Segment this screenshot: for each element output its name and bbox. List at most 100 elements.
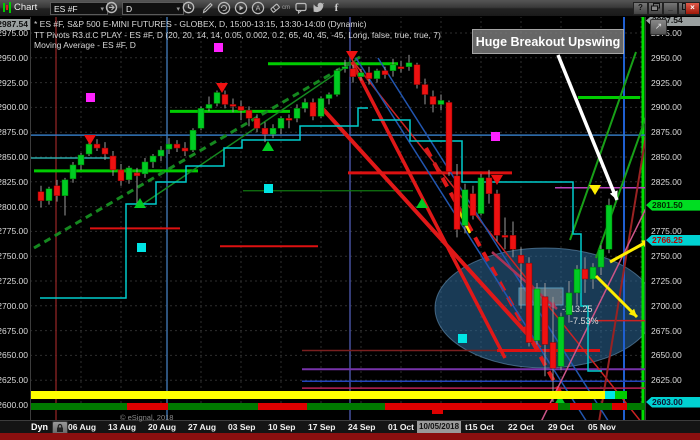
symbol-value: ES #F	[54, 3, 78, 14]
candle-body	[349, 68, 357, 77]
eraser-icon[interactable]	[267, 1, 282, 14]
candle-body	[397, 66, 405, 69]
candle-body	[365, 72, 373, 79]
signal-triangle-down	[491, 175, 503, 185]
arrow-line	[594, 274, 639, 319]
chat-icon[interactable]	[293, 1, 308, 14]
dock-button[interactable]	[648, 2, 663, 15]
price-badge: 2801.50	[646, 199, 700, 211]
candle-body	[205, 104, 213, 109]
candle-body	[533, 288, 541, 341]
candle-body	[341, 66, 349, 69]
right-axis-tick: 2900.00	[651, 102, 682, 113]
right-axis-tick: 2700.00	[651, 300, 682, 311]
candle-body	[197, 108, 205, 129]
close-button[interactable]: ×	[685, 2, 700, 15]
facebook-icon[interactable]: f	[334, 1, 339, 14]
date-label: 17 Sep	[308, 422, 336, 432]
chevron-down-icon: ▾	[100, 5, 104, 13]
candle-body	[557, 316, 565, 367]
trendline	[139, 59, 357, 207]
play-icon[interactable]	[233, 1, 248, 14]
candle-body	[437, 100, 445, 105]
signal-triangle-down	[346, 51, 358, 61]
signal-triangle-down	[589, 185, 601, 195]
window-title: Chart	[14, 2, 38, 13]
trendline	[351, 59, 647, 429]
right-axis-tick: 2825.00	[651, 176, 682, 187]
ribbon-signal-segment	[558, 403, 570, 410]
trendline	[320, 106, 542, 350]
ribbon-signal-segment	[570, 403, 592, 410]
candle-body	[549, 342, 557, 369]
left-axis-tick: 2925.00	[0, 77, 28, 88]
popout-icon[interactable]: ↗	[650, 19, 667, 35]
left-axis-tick: 2975.00	[0, 28, 28, 38]
candle-body	[261, 127, 269, 135]
candle-body	[237, 106, 245, 111]
date-label: 24 Sep	[348, 422, 376, 432]
minimize-button[interactable]: _	[663, 2, 678, 15]
symbol-search-icon[interactable]	[104, 1, 119, 14]
candle-body	[405, 62, 413, 67]
annotation-callout[interactable]: Huge Breakout Upswing	[472, 29, 624, 54]
price-axis-right[interactable]: 2975.002950.002925.002900.002875.002850.…	[645, 15, 700, 420]
price-axis-left[interactable]: 2987.54 2975.00 2950.00 2925.00 2900.00 2875…	[0, 16, 31, 420]
left-axis-tick: 2600.00	[0, 400, 28, 410]
redo-icon[interactable]	[216, 1, 231, 14]
ribbon-signal-segment	[612, 403, 627, 410]
interval-input[interactable]: D ▾	[122, 2, 184, 15]
date-label: 15 Oct	[468, 422, 494, 432]
svg-text:A: A	[255, 3, 260, 12]
candle-body	[61, 179, 69, 196]
price-badge: 2603.00	[646, 396, 700, 408]
candle-body	[253, 118, 261, 129]
right-axis-tick: 2925.00	[651, 77, 682, 88]
candle-body	[117, 169, 125, 182]
crosshair-date-box: 10/05/2018	[417, 421, 462, 433]
left-axis-tick: 2650.00	[0, 350, 28, 361]
trendline	[377, 57, 615, 431]
candle-body	[525, 262, 533, 343]
twitter-icon[interactable]	[311, 1, 326, 14]
candle-body	[173, 143, 181, 149]
candle-body	[429, 96, 437, 105]
candle-body	[309, 102, 317, 117]
candle-body	[573, 268, 581, 294]
candle-body	[77, 154, 85, 166]
right-axis-tick: 2750.00	[651, 251, 682, 262]
signal-triangle-down	[216, 83, 228, 93]
left-axis-tick: 2775.00	[0, 226, 28, 237]
ribbon-dip	[432, 403, 443, 414]
candle-body	[141, 161, 149, 175]
symbol-input[interactable]: ES #F ▾	[50, 2, 108, 15]
date-axis[interactable]: Dyn 06 Aug 13 Aug 20 Aug 27 Aug 03 Sep 10 Sep…	[0, 420, 700, 435]
candle-body	[277, 118, 285, 129]
candle-body	[101, 147, 109, 155]
candle-body	[469, 193, 477, 216]
interval-value: D	[126, 3, 133, 14]
ribbon-top-segment	[615, 391, 627, 399]
time-interval-icon[interactable]	[181, 1, 196, 14]
candle-body	[501, 235, 509, 238]
right-axis-tick: 2950.00	[651, 52, 682, 63]
date-label: 20 Aug	[148, 422, 177, 432]
ribbon-top-segment	[605, 391, 615, 399]
candle-body	[189, 129, 197, 151]
arrow-line	[556, 54, 619, 201]
candle-body	[605, 204, 613, 250]
dyn-label: Dyn	[31, 422, 49, 432]
draw-pencil-icon[interactable]	[200, 1, 215, 14]
candle-body	[93, 143, 101, 149]
copyright-label: © eSignal, 2018	[120, 413, 174, 422]
signal-square-magenta	[491, 132, 500, 141]
signal-triangle-up	[416, 198, 428, 208]
left-axis-tick: 2850.00	[0, 152, 28, 162]
candle-body	[45, 188, 53, 201]
measure-percent-label: -7.53%	[570, 316, 599, 326]
date-label-partial: t	[465, 422, 468, 432]
candle-body	[485, 177, 493, 194]
auto-a-icon[interactable]: A	[250, 1, 265, 14]
help-button[interactable]: ?	[633, 2, 648, 15]
